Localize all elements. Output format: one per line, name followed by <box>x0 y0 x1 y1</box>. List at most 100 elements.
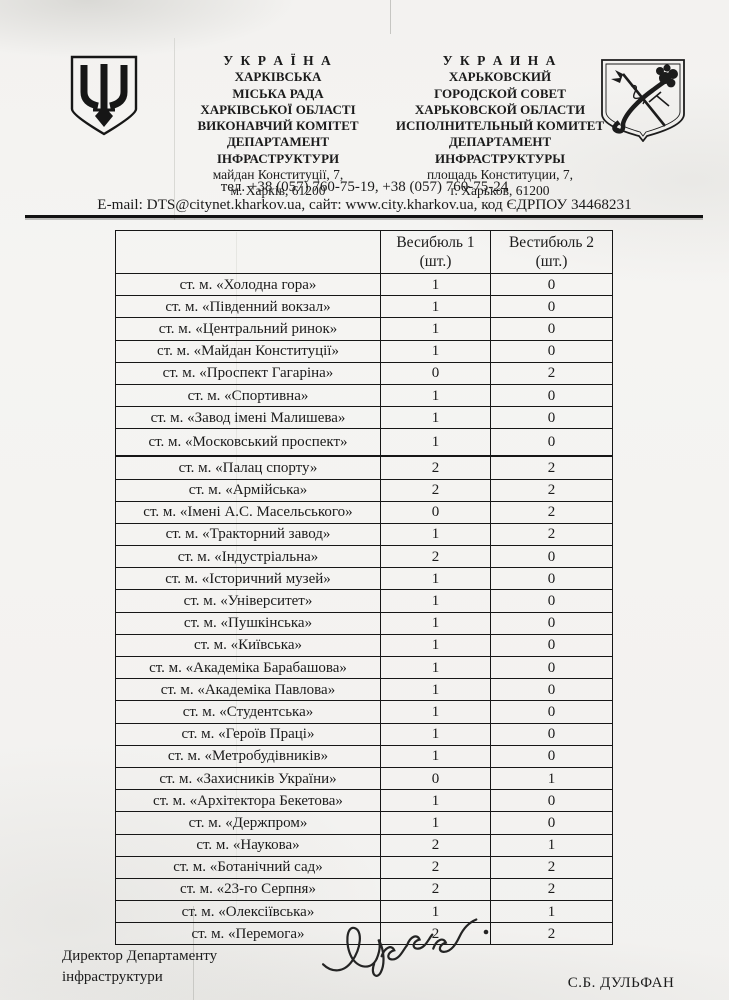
station-name-cell: ст. м. «Пушкінська» <box>115 611 381 635</box>
vestibule2-count-cell: 2 <box>490 522 613 547</box>
station-name-cell: ст. м. «Індустріальна» <box>115 545 381 569</box>
vestibule2-count-cell: 1 <box>490 833 613 857</box>
table-row: ст. м. «Майдан Конституції» 1 0 <box>115 339 613 363</box>
station-name-cell: ст. м. «23-го Серпня» <box>115 877 381 902</box>
station-name-cell: ст. м. «Університет» <box>115 589 381 613</box>
vestibule2-count-cell: 0 <box>490 295 613 319</box>
table-row: ст. м. «Південний вокзал» 1 0 <box>115 295 613 319</box>
station-name-cell: ст. м. «Метробудівників» <box>115 744 381 768</box>
vestibule1-count-cell: 1 <box>380 383 491 408</box>
letterhead-org-ua: У К Р А Ї Н А ХАРКІВСЬКА МІСЬКА РАДА ХАР… <box>158 53 398 200</box>
scan-fold-line <box>390 0 391 34</box>
table-row: ст. м. «Тракторний завод» 1 2 <box>115 522 613 547</box>
vestibule1-count-cell: 1 <box>380 655 491 680</box>
vestibule1-count-cell: 1 <box>380 567 491 591</box>
station-name-cell: ст. м. «Захисників України» <box>115 766 381 791</box>
kharkiv-coat-of-arms-icon <box>601 59 685 142</box>
vestibule2-count-cell: 0 <box>490 744 613 768</box>
vestibule2-count-cell: 0 <box>490 545 613 569</box>
org-ua-line: ВИКОНАВЧИЙ КОМІТЕТ <box>197 118 359 134</box>
table-row: ст. м. «Палац спорту» 2 2 <box>115 455 613 480</box>
vestibule2-count-cell: 0 <box>490 678 613 702</box>
vestibule2-count-cell: 0 <box>490 317 613 341</box>
station-name-cell: ст. м. «Держпром» <box>115 811 381 835</box>
vestibule1-count-cell: 1 <box>380 428 491 458</box>
vestibule2-count-cell: 0 <box>490 272 613 297</box>
vestibule1-count-cell: 1 <box>380 789 491 813</box>
vestibule2-count-cell: 2 <box>490 922 613 946</box>
station-name-cell: ст. м. «Архітектора Бекетова» <box>115 789 381 813</box>
vestibule1-count-cell: 1 <box>380 811 491 835</box>
table-row: ст. м. «Архітектора Бекетова» 1 0 <box>115 789 613 813</box>
table-row: ст. м. «Завод імені Малишева» 1 0 <box>115 406 613 430</box>
vestibule2-count-cell: 1 <box>490 900 613 924</box>
signatory-name: С.Б. ДУЛЬФАН <box>567 975 675 991</box>
station-name-cell: ст. м. «Майдан Конституції» <box>115 339 381 363</box>
vestibule1-count-cell: 1 <box>380 611 491 635</box>
vestibule1-count-cell: 1 <box>380 272 491 297</box>
vestibule2-count-cell: 0 <box>490 722 613 746</box>
vestibule2-count-cell: 0 <box>490 700 613 724</box>
vestibule2-count-cell: 0 <box>490 339 613 363</box>
vestibule-counts-table: Весибюль 1 (шт.) Вестибюль 2 (шт.) ст. м… <box>115 230 613 946</box>
table-row: ст. м. «Академіка Барабашова» 1 0 <box>115 655 613 680</box>
table-row: ст. м. «Центральний ринок» 1 0 <box>115 317 613 341</box>
vestibule1-count-cell: 1 <box>380 406 491 430</box>
vestibule2-count-cell: 0 <box>490 589 613 613</box>
vestibule2-count-cell: 0 <box>490 811 613 835</box>
vestibule1-count-cell: 0 <box>380 500 491 524</box>
vestibule2-count-cell: 2 <box>490 855 613 879</box>
table-row: ст. м. «Студентська» 1 0 <box>115 700 613 724</box>
station-name-cell: ст. м. «Центральний ринок» <box>115 317 381 341</box>
signer-position: Директор Департаменту інфраструктури <box>62 948 218 985</box>
station-name-cell: ст. м. «Завод імені Малишева» <box>115 406 381 430</box>
table-row: ст. м. «Історичний музей» 1 0 <box>115 567 613 591</box>
vestibule2-count-cell: 0 <box>490 655 613 680</box>
vestibule2-count-cell: 2 <box>490 877 613 902</box>
vestibule2-count-cell: 0 <box>490 611 613 635</box>
table-row: ст. м. «Київська» 1 0 <box>115 633 613 658</box>
station-name-cell: ст. м. «Тракторний завод» <box>115 522 381 547</box>
org-ua-line: ХАРКІВСЬКА <box>234 69 322 85</box>
vestibule2-count-cell: 1 <box>490 766 613 791</box>
org-ua-country: У К Р А Ї Н А <box>223 53 333 68</box>
vestibule1-count-cell: 1 <box>380 339 491 363</box>
vestibule2-count-cell: 0 <box>490 789 613 813</box>
vestibule2-count-cell: 0 <box>490 567 613 591</box>
table-row: ст. м. «Університет» 1 0 <box>115 589 613 613</box>
vestibule1-count-cell: 0 <box>380 766 491 791</box>
vestibule1-count-cell: 2 <box>380 855 491 879</box>
handwritten-signature <box>321 918 489 977</box>
table-row: ст. м. «Держпром» 1 0 <box>115 811 613 835</box>
station-name-cell: ст. м. «Студентська» <box>115 700 381 724</box>
table-row: ст. м. «Метробудівників» 1 0 <box>115 744 613 768</box>
table-row: ст. м. «Захисників України» 0 1 <box>115 766 613 791</box>
table-row: ст. м. «Ботанічний сад» 2 2 <box>115 855 613 879</box>
vestibule2-count-cell: 0 <box>490 383 613 408</box>
table-row: ст. м. «Московський проспект» 1 0 <box>115 428 613 458</box>
station-column-header <box>115 230 381 274</box>
org-ua-line: ІНФРАСТРУКТУРИ <box>216 150 340 166</box>
letterhead-rule <box>25 215 703 218</box>
table-row: ст. м. «Олексіївська» 1 1 <box>115 900 613 924</box>
table-row: ст. м. «Пушкінська» 1 0 <box>115 611 613 635</box>
vestibule2-count-cell: 2 <box>490 500 613 524</box>
vestibule2-count-cell: 2 <box>490 361 613 385</box>
org-ua-line: ХАРКІВСЬКОЇ ОБЛАСТІ <box>200 101 356 117</box>
org-ru-line: ИНФРАСТРУКТУРЫ <box>435 150 565 166</box>
station-name-cell: ст. м. «Героїв Праці» <box>115 722 381 746</box>
station-name-cell: ст. м. «Холодна гора» <box>115 272 381 297</box>
station-name-cell: ст. м. «Київська» <box>115 633 381 658</box>
vestibule1-count-cell: 1 <box>380 522 491 547</box>
vestibule2-count-cell: 0 <box>490 406 613 430</box>
org-ru-line: ХАРЬКОВСКОЙ ОБЛАСТИ <box>414 101 586 117</box>
station-name-cell: ст. м. «Проспект Гагаріна» <box>115 361 381 385</box>
vestibule2-count-cell: 2 <box>490 478 613 502</box>
table-row: ст. м. «Героїв Праці» 1 0 <box>115 722 613 746</box>
station-name-cell: ст. м. «Ботанічний сад» <box>115 855 381 879</box>
vestibule2-column-header: Вестибюль 2 (шт.) <box>490 230 613 274</box>
vestibule1-count-cell: 0 <box>380 361 491 385</box>
vestibule1-count-cell: 1 <box>380 317 491 341</box>
station-name-cell: ст. м. «Академіка Павлова» <box>115 678 381 702</box>
